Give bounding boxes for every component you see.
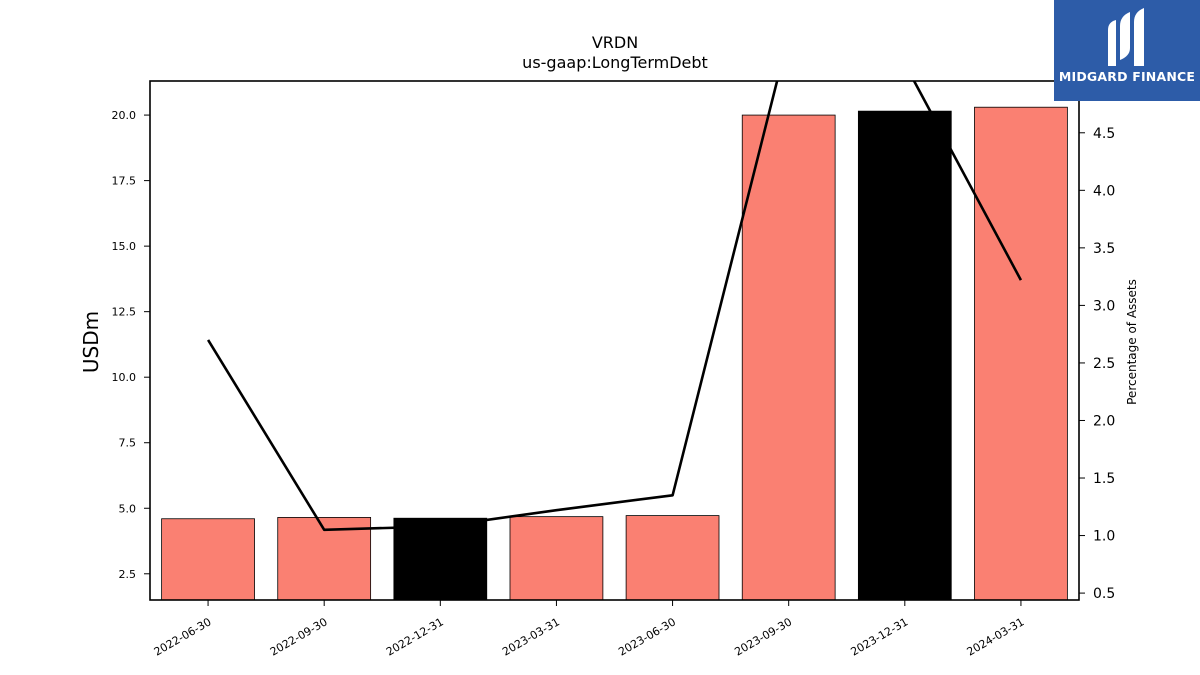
midgard-finance-logo: MIDGARD FINANCE (1054, 0, 1200, 101)
logo-mark-icon (1108, 8, 1144, 66)
bar-2024-03-31 (974, 106, 1068, 601)
bar-2023-12-31 (857, 110, 952, 601)
y-tick-label: 2.5 (119, 568, 137, 581)
y2-tick-label: 1.0 (1093, 529, 1115, 545)
bar-group (161, 106, 1068, 601)
x-tick-label: 2023-09-30 (732, 615, 794, 658)
y2-axis-label: Percentage of Assets (1125, 279, 1139, 405)
right-axis-ticks: 0.5 1.0 1.5 2.0 2.5 3.0 3.5 4.0 4.5 (1079, 126, 1115, 602)
y-tick-label: 10.0 (112, 371, 137, 384)
x-tick-label: 2023-03-31 (500, 615, 562, 658)
chart-title: VRDN (592, 33, 638, 52)
logo-text: MIDGARD FINANCE (1058, 69, 1196, 84)
y-axis-label: USDm (79, 311, 103, 373)
bar-2023-03-31 (509, 516, 604, 601)
bar-2022-09-30 (277, 517, 372, 601)
y2-tick-label: 3.5 (1093, 241, 1115, 257)
y2-tick-label: 4.5 (1093, 126, 1115, 142)
bar-2022-12-31 (393, 517, 488, 601)
y2-tick-label: 4.0 (1093, 183, 1115, 199)
x-tick-label: 2022-09-30 (268, 615, 330, 658)
bar-2023-09-30 (741, 114, 836, 601)
x-tick-label: 2023-12-31 (848, 615, 910, 658)
y2-tick-label: 3.0 (1093, 298, 1115, 314)
y-tick-label: 17.5 (112, 175, 137, 188)
y-tick-label: 15.0 (112, 240, 137, 253)
y2-tick-label: 2.0 (1093, 413, 1115, 429)
y2-tick-label: 0.5 (1093, 586, 1115, 602)
plot-frame (149, 80, 1080, 601)
y-tick-label: 7.5 (119, 437, 137, 450)
x-axis-ticks: 2022-06-30 2022-09-30 2022-12-31 2023-03-31… (152, 600, 1027, 659)
bar-2023-06-30 (625, 515, 720, 601)
y-tick-label: 20.0 (112, 109, 137, 122)
x-tick-label: 2022-12-31 (384, 615, 446, 658)
bar-2022-06-30 (161, 518, 255, 601)
y-tick-label: 5.0 (119, 502, 137, 515)
percentage-line (206, 81, 1023, 532)
chart-subtitle: us-gaap:LongTermDebt (522, 53, 708, 72)
y-tick-label: 12.5 (112, 306, 137, 319)
x-tick-label: 2024-03-31 (965, 615, 1027, 658)
y2-tick-label: 1.5 (1093, 471, 1115, 487)
line-group (206, 81, 1023, 532)
x-tick-label: 2022-06-30 (152, 615, 214, 658)
y2-tick-label: 2.5 (1093, 356, 1115, 372)
x-tick-label: 2023-06-30 (616, 615, 678, 658)
left-axis-ticks: 2.5 5.0 7.5 10.0 12.5 15.0 17.5 20.0 (112, 109, 150, 581)
